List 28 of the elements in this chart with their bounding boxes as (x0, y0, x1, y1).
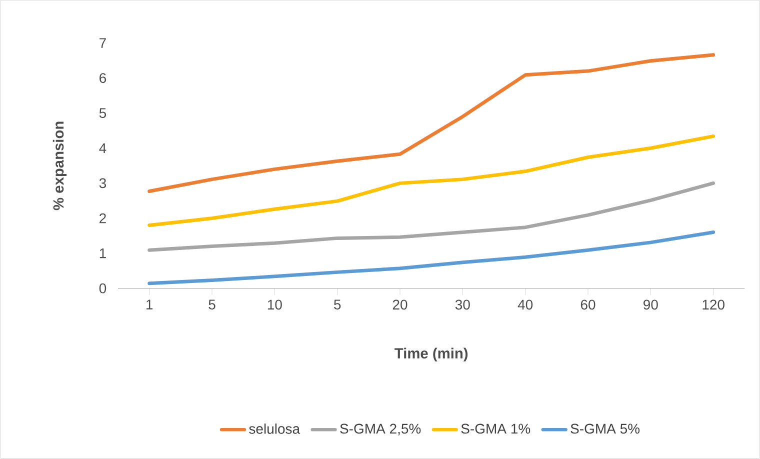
x-axis-title: Time (min) (394, 348, 468, 362)
line-series (148, 134, 716, 227)
y-tick-label: 5 (99, 108, 106, 118)
x-tick-label: 60 (580, 300, 596, 310)
x-tick-label: 90 (644, 300, 658, 310)
y-tick-label: 1 (100, 248, 106, 258)
legend-label: S-GMA 1% (461, 424, 530, 434)
x-tick-label: 5 (208, 300, 216, 310)
y-tick-label: 3 (99, 178, 106, 188)
y-tick-label: 2 (100, 213, 106, 224)
line-series (148, 181, 716, 252)
x-tick-label: 5 (334, 300, 341, 310)
y-tick-label: 6 (100, 73, 106, 84)
legend-label: S-GMA 2,5% (340, 424, 421, 436)
line-series (148, 230, 716, 286)
legend-label: selulosa (249, 424, 300, 434)
line-series (148, 53, 716, 193)
x-tick-label: 30 (455, 300, 470, 310)
x-tick-label: 10 (268, 300, 282, 310)
y-tick-label: 7 (100, 38, 106, 48)
x-tick-label: 1 (146, 300, 153, 310)
legend-label: S-GMA 5% (570, 424, 640, 434)
y-tick-label: 0 (99, 283, 106, 294)
x-tick-label: 20 (392, 300, 408, 310)
y-tick-label: 4 (99, 143, 106, 153)
x-tick-label: 40 (518, 300, 533, 310)
x-tick-label: 120 (702, 300, 724, 310)
y-axis-title: % expansion (52, 122, 67, 210)
